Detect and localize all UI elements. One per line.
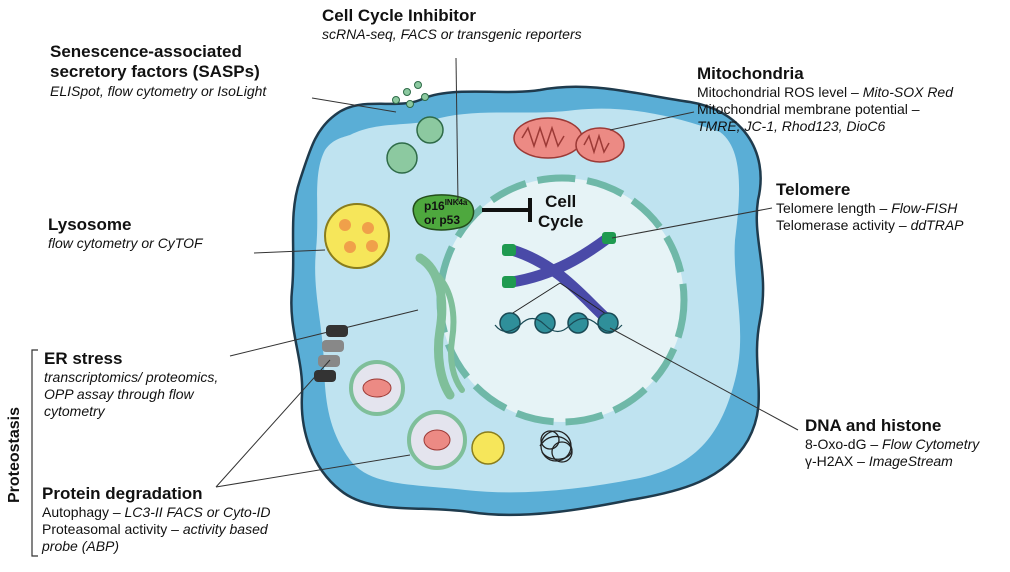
dna-strand xyxy=(494,317,623,333)
proteostasis-label: Proteostasis xyxy=(6,406,23,504)
histone xyxy=(534,312,556,334)
lysosome xyxy=(324,203,390,269)
telomere-cap xyxy=(502,276,516,288)
dna-histone-title: DNA and histone xyxy=(805,416,942,435)
inhibition-arrow xyxy=(482,198,532,222)
telomere-length-method: Flow-FISH xyxy=(891,200,958,217)
damaged-dna xyxy=(539,430,573,463)
sasp-methods: ELISpot, flow cytometry or IsoLight xyxy=(50,82,267,99)
mitochondria-title: Mitochondria xyxy=(697,64,804,83)
telomere-label: Telomere Telomere length – Flow-FISH Tel… xyxy=(776,180,964,234)
proteasomal-text: Proteasomal activity – xyxy=(42,521,183,538)
cell-cycle-line2: Cycle xyxy=(538,212,584,232)
er-stress-methods-2: OPP assay through flow xyxy=(44,386,194,403)
chromosome-arm xyxy=(506,232,614,288)
er-stress-label: ER stress transcriptomics/ proteomics, O… xyxy=(44,349,218,420)
h2ax-text: γ-H2AX – xyxy=(805,453,869,470)
cell-cycle-inhibitor-label: Cell Cycle Inhibitor scRNA-seq, FACS or … xyxy=(322,6,582,43)
sasp-title-line1: Senescence-associated xyxy=(50,42,242,61)
h2ax-method: ImageStream xyxy=(868,453,953,470)
leader-line xyxy=(609,327,799,431)
er-stress-methods-1: transcriptomics/ proteomics, xyxy=(44,369,219,386)
sasp-label: Senescence-associated secretory factors … xyxy=(50,42,266,100)
mitochondrion xyxy=(575,127,625,163)
lysosome-title: Lysosome xyxy=(48,215,132,234)
leader-line xyxy=(229,309,419,357)
mito-ros-text: Mitochondrial ROS level – xyxy=(697,84,863,101)
telomerase-text: Telomerase activity – xyxy=(776,217,911,234)
sasp-vesicles xyxy=(386,81,444,174)
cell-cycle-line1: Cell xyxy=(545,192,577,211)
leader-line xyxy=(455,57,459,203)
er-stress-methods-3: cytometry xyxy=(44,402,105,419)
leader-line xyxy=(609,111,695,131)
oxo-dg-text: 8-Oxo-dG – xyxy=(805,436,883,453)
p16-label: p16INK4a or p53 xyxy=(424,198,467,228)
telomere-length-text: Telomere length – xyxy=(776,200,892,217)
proteostasis-bracket xyxy=(31,349,38,557)
cell-cycle-inhibitor-methods: scRNA-seq, FACS or transgenic reporters xyxy=(322,26,582,43)
leader-line xyxy=(611,207,773,239)
telomere-cap xyxy=(502,244,516,256)
protein-degradation-label: Protein degradation Autophagy – LC3-II F… xyxy=(42,484,271,555)
chromatin-fan xyxy=(504,282,613,319)
p16-line2: or p53 xyxy=(424,213,461,228)
oxo-dg-method: Flow Cytometry xyxy=(882,436,980,453)
proteasomal-method-1: activity based xyxy=(182,521,268,538)
p16-main: p16 xyxy=(424,199,445,213)
mito-ros-method: Mito-SOX Red xyxy=(862,84,953,101)
mito-membrane-methods: TMRE, JC-1, Rhod123, DioC6 xyxy=(697,117,886,134)
lysosome-label: Lysosome flow cytometry or CyTOF xyxy=(48,215,203,252)
leader-line xyxy=(253,249,326,254)
leader-line xyxy=(215,359,411,488)
histone xyxy=(597,312,619,334)
p16-sup: INK4a xyxy=(444,198,468,207)
er-stress-title: ER stress xyxy=(44,349,123,368)
telomere-cap xyxy=(602,232,616,244)
autophagy-text: Autophagy – xyxy=(42,504,125,521)
dna-histone-label: DNA and histone 8-Oxo-dG – Flow Cytometr… xyxy=(805,416,979,470)
mitochondria-label: Mitochondria Mitochondrial ROS level – M… xyxy=(697,64,953,135)
cell-cycle-inhibitor-title: Cell Cycle Inhibitor xyxy=(322,6,476,25)
sasp-title-line2: secretory factors (SASPs) xyxy=(50,62,260,82)
mito-membrane-text: Mitochondrial membrane potential – xyxy=(697,101,920,118)
autophagy-method: LC3-II FACS or Cyto-ID xyxy=(124,504,271,521)
chromosome-arm xyxy=(506,244,614,326)
telomere-title: Telomere xyxy=(776,180,851,199)
cell-cycle-label: Cell Cycle xyxy=(538,192,583,233)
histone xyxy=(499,312,521,334)
proteasomal-method-2: probe (ABP) xyxy=(42,537,120,554)
histone xyxy=(567,312,589,334)
telomerase-method: ddTRAP xyxy=(910,217,964,234)
endoplasmic-reticulum xyxy=(415,253,455,400)
leader-line xyxy=(311,97,397,113)
lysosome-methods: flow cytometry or CyTOF xyxy=(48,235,203,252)
protein-degradation-title: Protein degradation xyxy=(42,484,203,503)
